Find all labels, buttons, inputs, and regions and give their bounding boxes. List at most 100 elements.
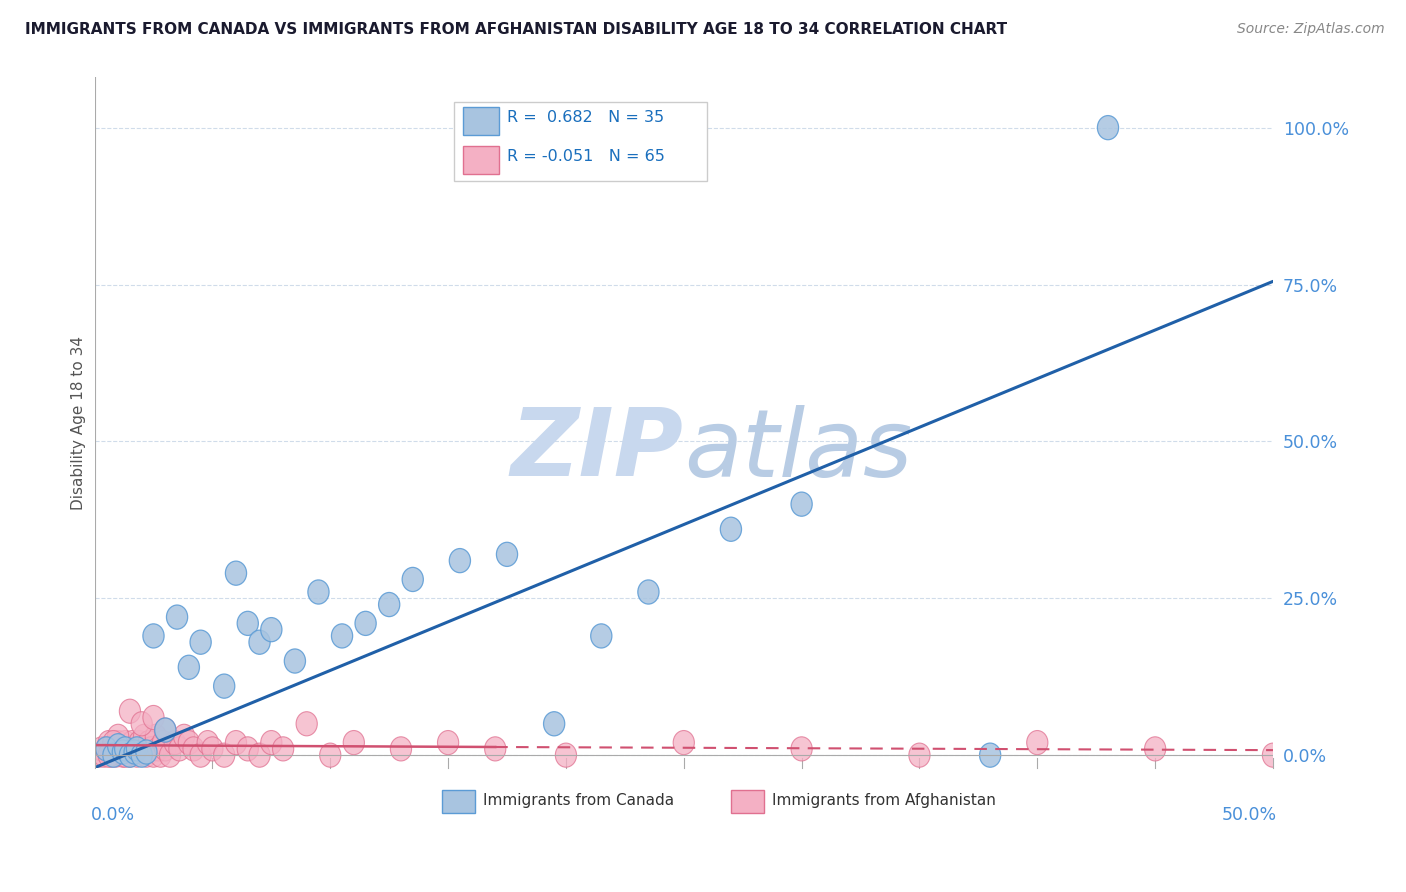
Ellipse shape	[183, 737, 204, 761]
Text: R = -0.051   N = 65: R = -0.051 N = 65	[508, 149, 665, 163]
Ellipse shape	[202, 737, 224, 761]
Ellipse shape	[555, 743, 576, 767]
FancyBboxPatch shape	[731, 790, 763, 813]
Ellipse shape	[91, 737, 112, 761]
Ellipse shape	[89, 743, 110, 767]
Ellipse shape	[107, 731, 129, 755]
Ellipse shape	[103, 737, 124, 761]
Ellipse shape	[249, 743, 270, 767]
Ellipse shape	[238, 611, 259, 635]
Ellipse shape	[166, 605, 187, 629]
Text: atlas: atlas	[683, 405, 912, 496]
Ellipse shape	[155, 718, 176, 742]
Ellipse shape	[485, 737, 506, 761]
Ellipse shape	[115, 743, 136, 767]
Ellipse shape	[120, 699, 141, 723]
Ellipse shape	[107, 733, 129, 758]
Ellipse shape	[98, 731, 120, 755]
Ellipse shape	[105, 743, 127, 767]
Ellipse shape	[169, 737, 190, 761]
Ellipse shape	[792, 492, 813, 516]
Ellipse shape	[143, 706, 165, 730]
Ellipse shape	[131, 712, 152, 736]
Ellipse shape	[134, 724, 155, 748]
FancyBboxPatch shape	[464, 146, 499, 174]
Ellipse shape	[1263, 743, 1284, 767]
Ellipse shape	[225, 561, 246, 585]
Ellipse shape	[136, 743, 157, 767]
Y-axis label: Disability Age 18 to 34: Disability Age 18 to 34	[72, 335, 86, 509]
Ellipse shape	[343, 731, 364, 755]
Ellipse shape	[214, 743, 235, 767]
Ellipse shape	[190, 630, 211, 654]
Ellipse shape	[638, 580, 659, 604]
FancyBboxPatch shape	[464, 107, 499, 135]
Ellipse shape	[155, 737, 176, 761]
Text: R =  0.682   N = 35: R = 0.682 N = 35	[508, 110, 664, 125]
Ellipse shape	[136, 740, 157, 764]
Ellipse shape	[141, 737, 162, 761]
Ellipse shape	[1098, 116, 1119, 140]
Ellipse shape	[273, 737, 294, 761]
Ellipse shape	[110, 737, 131, 761]
Text: Immigrants from Afghanistan: Immigrants from Afghanistan	[772, 793, 995, 808]
Ellipse shape	[402, 567, 423, 591]
Ellipse shape	[190, 743, 211, 767]
Ellipse shape	[93, 743, 115, 767]
Ellipse shape	[120, 743, 141, 767]
FancyBboxPatch shape	[454, 102, 707, 181]
Ellipse shape	[249, 630, 270, 654]
Ellipse shape	[308, 580, 329, 604]
Ellipse shape	[319, 743, 340, 767]
Ellipse shape	[138, 731, 159, 755]
Ellipse shape	[143, 624, 165, 648]
Ellipse shape	[98, 743, 120, 767]
Ellipse shape	[131, 737, 152, 761]
Ellipse shape	[131, 743, 152, 767]
Ellipse shape	[496, 542, 517, 566]
Ellipse shape	[673, 731, 695, 755]
Ellipse shape	[96, 737, 117, 761]
Ellipse shape	[591, 624, 612, 648]
Ellipse shape	[115, 737, 136, 761]
Ellipse shape	[450, 549, 471, 573]
Ellipse shape	[297, 712, 318, 736]
Ellipse shape	[197, 731, 218, 755]
Ellipse shape	[112, 743, 134, 767]
Text: Immigrants from Canada: Immigrants from Canada	[484, 793, 675, 808]
Ellipse shape	[214, 674, 235, 698]
Ellipse shape	[148, 737, 169, 761]
Ellipse shape	[980, 743, 1001, 767]
Ellipse shape	[544, 712, 565, 736]
Ellipse shape	[129, 731, 150, 755]
Ellipse shape	[1026, 731, 1047, 755]
Ellipse shape	[150, 743, 172, 767]
Text: ZIP: ZIP	[510, 404, 683, 496]
Ellipse shape	[260, 731, 283, 755]
Ellipse shape	[100, 743, 122, 767]
Ellipse shape	[225, 731, 246, 755]
Ellipse shape	[122, 731, 143, 755]
Ellipse shape	[155, 718, 176, 742]
Ellipse shape	[107, 724, 129, 748]
Ellipse shape	[127, 737, 148, 761]
Ellipse shape	[260, 617, 283, 641]
Ellipse shape	[792, 737, 813, 761]
Ellipse shape	[437, 731, 458, 755]
Ellipse shape	[284, 649, 305, 673]
Ellipse shape	[179, 731, 200, 755]
Ellipse shape	[152, 731, 173, 755]
Ellipse shape	[145, 724, 166, 748]
Ellipse shape	[103, 731, 124, 755]
Ellipse shape	[124, 740, 145, 764]
Ellipse shape	[378, 592, 399, 616]
Ellipse shape	[127, 743, 148, 767]
Ellipse shape	[103, 743, 124, 767]
Text: 0.0%: 0.0%	[91, 805, 135, 823]
Text: Source: ZipAtlas.com: Source: ZipAtlas.com	[1237, 22, 1385, 37]
Text: 50.0%: 50.0%	[1222, 805, 1277, 823]
Ellipse shape	[124, 737, 145, 761]
Ellipse shape	[117, 737, 138, 761]
Text: IMMIGRANTS FROM CANADA VS IMMIGRANTS FROM AFGHANISTAN DISABILITY AGE 18 TO 34 CO: IMMIGRANTS FROM CANADA VS IMMIGRANTS FRO…	[25, 22, 1008, 37]
Ellipse shape	[391, 737, 412, 761]
